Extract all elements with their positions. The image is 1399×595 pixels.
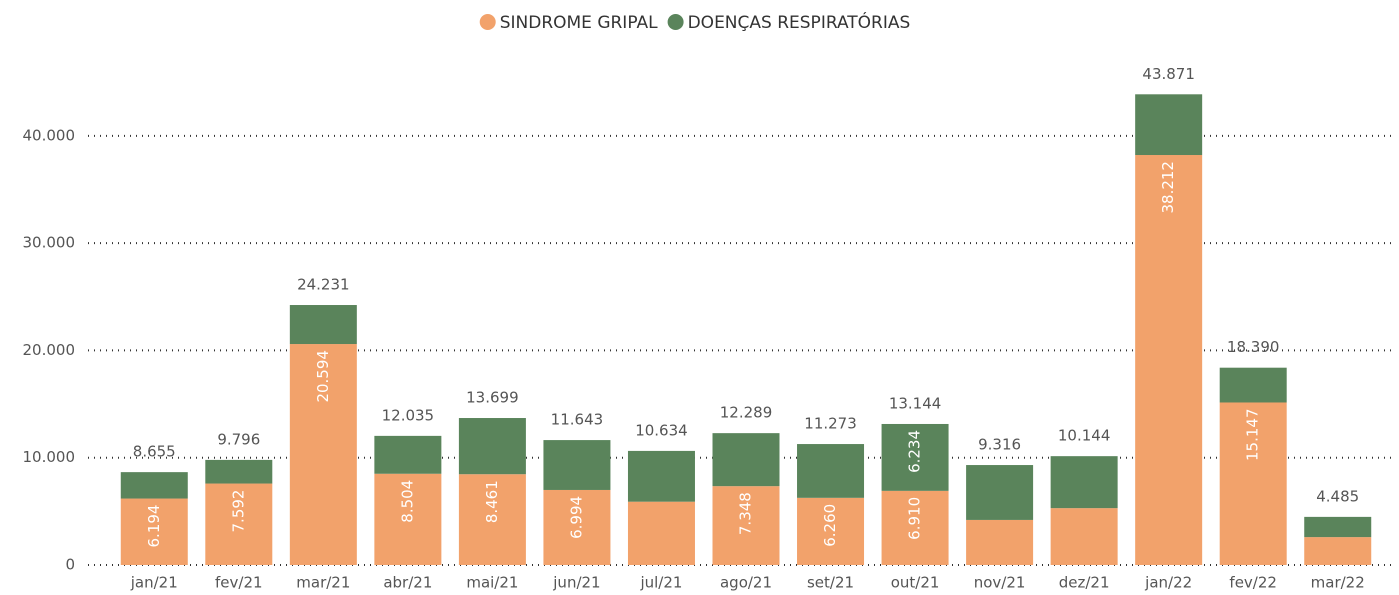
value-label: 6.194 bbox=[145, 505, 163, 548]
bar-segment bbox=[458, 418, 526, 475]
total-label: 10.144 bbox=[1058, 427, 1111, 445]
x-tick-label: out/21 bbox=[891, 574, 940, 592]
total-label: 12.035 bbox=[382, 406, 435, 424]
bar-segment bbox=[1219, 402, 1287, 565]
total-label: 13.699 bbox=[466, 389, 519, 407]
value-label: 6.994 bbox=[567, 496, 585, 539]
bar-segment bbox=[374, 435, 442, 474]
total-label: 43.871 bbox=[1142, 65, 1195, 83]
bar-segment bbox=[120, 472, 188, 499]
bar-segment bbox=[1304, 537, 1372, 565]
y-tick-label: 40.000 bbox=[23, 126, 76, 144]
bar-segment bbox=[289, 305, 357, 345]
x-tick-label: jul/21 bbox=[639, 574, 682, 592]
legend-marker bbox=[479, 14, 496, 30]
bar-segment bbox=[797, 444, 865, 498]
bar-segment bbox=[1050, 508, 1118, 565]
total-label: 11.643 bbox=[551, 411, 604, 429]
x-tick-label: jan/22 bbox=[1144, 574, 1192, 592]
x-tick-label: jan/21 bbox=[130, 574, 178, 592]
total-label: 12.289 bbox=[720, 404, 773, 422]
legend-label: SINDROME GRIPAL bbox=[500, 13, 658, 33]
value-label: 8.461 bbox=[483, 480, 501, 523]
total-label: 9.796 bbox=[217, 430, 260, 448]
total-label: 4.485 bbox=[1316, 487, 1359, 505]
bar-segment bbox=[289, 344, 357, 565]
bar-segment bbox=[966, 519, 1034, 565]
y-tick-label: 0 bbox=[65, 556, 75, 574]
total-label: 11.273 bbox=[804, 415, 857, 433]
value-label: 15.147 bbox=[1244, 408, 1262, 461]
bar-segment bbox=[1304, 516, 1372, 538]
x-tick-label: nov/21 bbox=[974, 574, 1026, 592]
legend-marker bbox=[667, 14, 684, 30]
x-tick-label: mar/22 bbox=[1311, 574, 1365, 592]
value-label: 38.212 bbox=[1159, 161, 1177, 214]
x-tick-label: dez/21 bbox=[1059, 574, 1110, 592]
x-tick-label: ago/21 bbox=[720, 574, 772, 592]
total-label: 18.390 bbox=[1227, 338, 1280, 356]
bar-segment bbox=[543, 489, 611, 565]
bar-segment bbox=[458, 474, 526, 565]
x-tick-label: fev/21 bbox=[215, 574, 263, 592]
total-label: 9.316 bbox=[978, 436, 1021, 454]
total-label: 8.655 bbox=[133, 443, 176, 461]
bar-segment bbox=[543, 440, 611, 490]
bar-segment bbox=[881, 490, 949, 565]
bar-segment bbox=[205, 459, 273, 484]
x-tick-label: fev/22 bbox=[1229, 574, 1277, 592]
value-label: 6.910 bbox=[906, 497, 924, 540]
value-label: 8.504 bbox=[398, 480, 416, 523]
total-label: 10.634 bbox=[635, 421, 688, 439]
y-tick-label: 10.000 bbox=[23, 448, 76, 466]
bar-segment bbox=[120, 498, 188, 565]
value-label: 6.260 bbox=[821, 504, 839, 547]
bar-segment bbox=[1219, 367, 1287, 403]
x-tick-label: jun/21 bbox=[552, 574, 600, 592]
value-label: 7.592 bbox=[229, 490, 247, 533]
y-tick-label: 20.000 bbox=[23, 341, 76, 359]
bar-segment bbox=[881, 423, 949, 491]
bar-segment bbox=[1135, 155, 1203, 565]
bar-segment bbox=[205, 483, 273, 565]
bar-segment bbox=[627, 501, 695, 565]
x-tick-label: mai/21 bbox=[466, 574, 518, 592]
x-tick-label: abr/21 bbox=[383, 574, 432, 592]
bar-segment bbox=[1050, 456, 1118, 509]
bar-segment bbox=[797, 497, 865, 565]
value-label: 7.348 bbox=[737, 492, 755, 535]
value-label: 6.234 bbox=[906, 430, 924, 473]
total-label: 24.231 bbox=[297, 276, 350, 294]
bar-segment bbox=[374, 473, 442, 565]
total-label: 13.144 bbox=[889, 394, 942, 412]
bar-segment bbox=[966, 465, 1034, 520]
bar-segment bbox=[712, 486, 780, 565]
value-label: 20.594 bbox=[314, 350, 332, 403]
bar-segment bbox=[1135, 94, 1203, 156]
x-tick-label: set/21 bbox=[807, 574, 854, 592]
bar-segment bbox=[627, 450, 695, 502]
bar-segment bbox=[712, 433, 780, 487]
legend-label: DOENÇAS RESPIRATÓRIAS bbox=[688, 11, 911, 33]
x-tick-label: mar/21 bbox=[296, 574, 350, 592]
y-tick-label: 30.000 bbox=[23, 234, 76, 252]
